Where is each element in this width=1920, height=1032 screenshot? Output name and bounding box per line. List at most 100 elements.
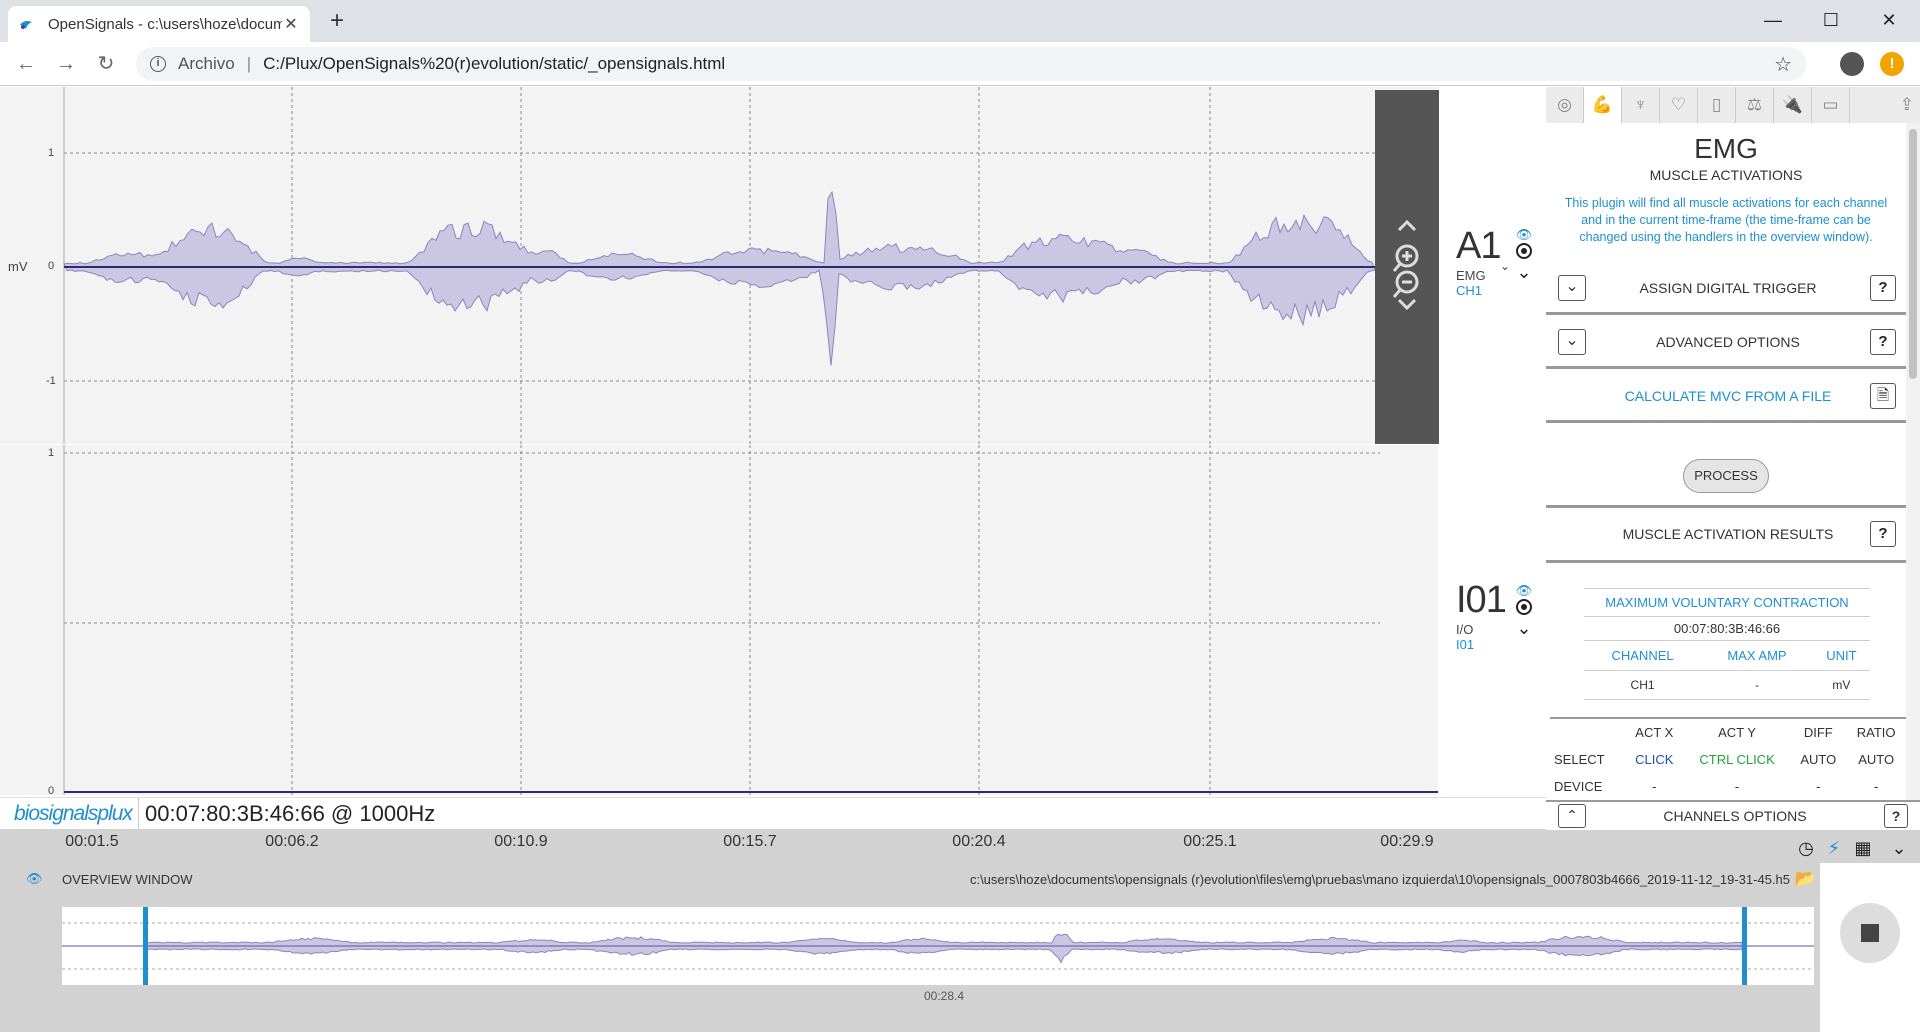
results-label: MUSCLE ACTIVATION RESULTS bbox=[1622, 526, 1834, 542]
emg-envelope bbox=[63, 190, 1376, 366]
act-cell: CTRL CLICK bbox=[1699, 752, 1775, 767]
act-cell: - bbox=[1734, 779, 1740, 794]
tab-title: OpenSignals - c:\users\hoze\documents bbox=[48, 15, 282, 33]
tab-close-icon[interactable]: ✕ bbox=[284, 16, 298, 33]
chevron-down-icon[interactable]: ⌄ bbox=[1516, 262, 1532, 282]
channel-dropdown-chevron-icon[interactable]: ⌄ bbox=[1500, 259, 1511, 273]
plug-icon[interactable]: ⚡ bbox=[1827, 838, 1841, 858]
help-button[interactable]: ? bbox=[1870, 274, 1896, 301]
calculate-mvc-row[interactable]: CALCULATE MVC FROM A FILE 🗎 bbox=[1546, 371, 1906, 423]
reload-icon[interactable]: ↻ bbox=[97, 53, 115, 75]
zoom-up-chevron-icon[interactable] bbox=[1397, 219, 1417, 232]
act-col-header: ACT Y bbox=[1718, 725, 1756, 740]
eye-icon[interactable]: 👁 bbox=[1515, 227, 1533, 242]
maximize-button[interactable]: ☐ bbox=[1822, 10, 1840, 30]
radio-select-icon[interactable] bbox=[1516, 599, 1532, 615]
overview-right-handle bbox=[1742, 907, 1747, 985]
calculate-mvc-link[interactable]: CALCULATE MVC FROM A FILE bbox=[1624, 387, 1832, 404]
back-arrow-icon[interactable]: ← bbox=[16, 53, 36, 75]
scheme-label: Archivo bbox=[178, 54, 235, 73]
eda-icon[interactable]: ▯ bbox=[1698, 87, 1736, 123]
channel-sub[interactable]: I01 bbox=[1456, 637, 1475, 652]
folder-open-icon[interactable]: 📂 bbox=[1794, 869, 1816, 888]
overview-window: 👁 OVERVIEW WINDOW c:\users\hoze\document… bbox=[0, 859, 1920, 1032]
channel-a1-plot[interactable] bbox=[0, 87, 1438, 444]
process-button[interactable]: PROCESS bbox=[1683, 459, 1769, 493]
address-bar: ← → ↻ i Archivo | C:/Plux/OpenSignals%20… bbox=[0, 42, 1920, 86]
stop-acquisition-area bbox=[1820, 863, 1920, 1032]
help-button[interactable]: ? bbox=[1870, 521, 1896, 547]
advanced-options-label: ADVANCED OPTIONS bbox=[1656, 333, 1800, 350]
mvc-cell: CH1 bbox=[1584, 670, 1702, 700]
channel-i01-plot[interactable] bbox=[0, 445, 1438, 795]
weight-icon[interactable]: ⚖ bbox=[1736, 87, 1774, 123]
y-tick-label: 1 bbox=[48, 447, 55, 459]
stop-button[interactable] bbox=[1840, 903, 1900, 963]
clock-icon[interactable]: ◷ bbox=[1798, 838, 1814, 858]
help-button[interactable]: ? bbox=[1884, 804, 1908, 828]
file-icon[interactable]: 🗎 bbox=[1870, 382, 1896, 409]
channel-i01-label: I01 I/O I01 bbox=[1456, 579, 1507, 652]
mvc-header: MAXIMUM VOLUNTARY CONTRACTION bbox=[1584, 588, 1870, 617]
close-window-button[interactable]: ✕ bbox=[1881, 10, 1897, 30]
new-tab-button[interactable]: + bbox=[329, 7, 344, 34]
mvc-time: 00:07:80:3B:46:66 bbox=[1584, 617, 1870, 641]
channel-name: A1 bbox=[1456, 225, 1501, 267]
update-alert-icon[interactable]: ! bbox=[1880, 52, 1904, 76]
fingerprint-icon[interactable]: ◎ bbox=[1546, 87, 1584, 123]
url-field[interactable]: i Archivo | C:/Plux/OpenSignals%20(r)evo… bbox=[136, 47, 1806, 81]
grid-layout-icon[interactable]: ▦ bbox=[1854, 838, 1872, 858]
eye-icon[interactable]: 👁 bbox=[26, 871, 43, 886]
browser-tab[interactable]: OpenSignals - c:\users\hoze\documents ✕ bbox=[8, 6, 310, 42]
assign-digital-trigger-row[interactable]: ⌄ ASSIGN DIGITAL TRIGGER ? bbox=[1546, 263, 1906, 315]
side-scrollbar[interactable] bbox=[1906, 123, 1920, 829]
act-cell: CLICK bbox=[1635, 752, 1674, 767]
zoom-out-icon[interactable] bbox=[1392, 270, 1419, 298]
expand-chevron-icon[interactable]: ⌄ bbox=[1558, 328, 1586, 355]
forward-arrow-icon[interactable]: → bbox=[56, 53, 76, 75]
overview-left-handle bbox=[143, 907, 148, 985]
expand-up-chevron-icon[interactable]: ⌃ bbox=[1558, 804, 1586, 828]
zoom-in-icon[interactable] bbox=[1392, 244, 1419, 272]
info-icon[interactable]: i bbox=[150, 56, 166, 72]
io-signal-chart[interactable] bbox=[0, 445, 1438, 795]
act-cell: - bbox=[1816, 779, 1821, 794]
emg-signal-chart[interactable] bbox=[0, 87, 1438, 444]
y-tick-label: 1 bbox=[48, 147, 55, 159]
chevron-down-icon[interactable]: ⌄ bbox=[1891, 838, 1907, 858]
radio-select-icon[interactable] bbox=[1516, 243, 1532, 259]
channel-sub[interactable]: CH1 bbox=[1456, 283, 1483, 298]
overview-signal[interactable] bbox=[62, 907, 1814, 985]
help-button[interactable]: ? bbox=[1870, 328, 1896, 355]
zoom-down-chevron-icon[interactable] bbox=[1397, 298, 1417, 311]
lungs-icon[interactable]: ♆ bbox=[1622, 87, 1660, 123]
act-cell: AUTO bbox=[1858, 752, 1895, 767]
heart-icon[interactable]: ♡ bbox=[1660, 87, 1698, 123]
chevron-down-icon[interactable]: ⌄ bbox=[1516, 618, 1532, 638]
advanced-options-row[interactable]: ⌄ ADVANCED OPTIONS ? bbox=[1546, 317, 1906, 369]
plugin-subtitle: MUSCLE ACTIVATIONS bbox=[1649, 167, 1803, 183]
plug-icon[interactable]: 🔌 bbox=[1774, 87, 1812, 123]
expand-chevron-icon[interactable]: ⌄ bbox=[1558, 274, 1586, 301]
overview-canvas[interactable] bbox=[62, 907, 1814, 985]
time-tick-label: 00:06.2 bbox=[265, 833, 319, 850]
profile-avatar-icon[interactable] bbox=[1840, 52, 1864, 76]
muscle-icon[interactable]: 💪 bbox=[1584, 87, 1622, 123]
file-path: c:\users\hoze\documents\opensignals (r)e… bbox=[969, 872, 1790, 887]
assign-trigger-label: ASSIGN DIGITAL TRIGGER bbox=[1639, 279, 1817, 296]
time-tick-label: 00:20.4 bbox=[952, 833, 1006, 850]
video-icon[interactable]: ▭ bbox=[1812, 87, 1850, 123]
export-icon[interactable]: ⇪ bbox=[1899, 95, 1914, 114]
plugin-title: EMG bbox=[1694, 133, 1758, 164]
time-tick-label: 00:10.9 bbox=[494, 833, 548, 850]
channel-i01-controls: 👁 ⌄ bbox=[1512, 583, 1536, 638]
y-tick-label: 0 bbox=[48, 260, 55, 272]
zoom-panel[interactable] bbox=[1375, 90, 1439, 444]
minimize-button[interactable]: — bbox=[1764, 10, 1782, 30]
channel-a1-label: A1 EMG CH1 bbox=[1456, 225, 1501, 298]
mvc-col-channel: CHANNEL bbox=[1584, 641, 1702, 671]
channel-type: I/O bbox=[1456, 622, 1474, 637]
bookmark-star-icon[interactable]: ☆ bbox=[1774, 53, 1792, 76]
eye-icon[interactable]: 👁 bbox=[1515, 583, 1533, 598]
channels-options-bar[interactable]: ⌃ CHANNELS OPTIONS ? bbox=[1546, 800, 1920, 830]
